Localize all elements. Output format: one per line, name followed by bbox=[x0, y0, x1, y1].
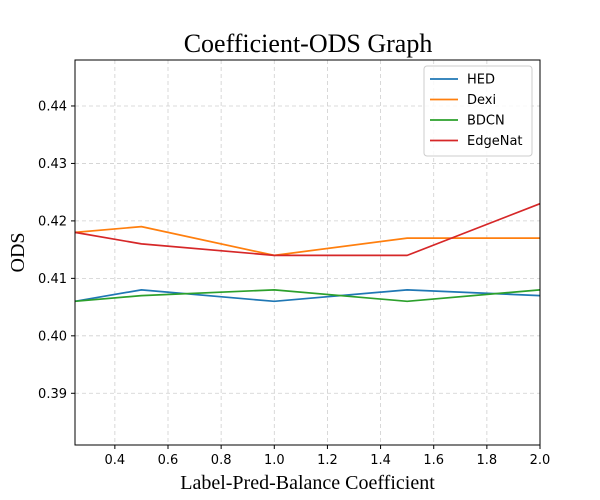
legend-label-bdcn: BDCN bbox=[467, 114, 505, 129]
y-tick-label: 0.41 bbox=[38, 272, 67, 287]
legend: HED Dexi BDCN EdgeNat bbox=[423, 65, 533, 157]
x-tick-label: 1.0 bbox=[264, 453, 285, 468]
plot-area-frame bbox=[74, 59, 541, 446]
x-tick-label: 0.4 bbox=[105, 453, 126, 468]
legend-label-edgenat: EdgeNat bbox=[467, 134, 523, 149]
y-axis-ticks: 0.39 0.40 0.41 0.42 0.43 0.44 bbox=[38, 99, 75, 402]
legend-label-dexi: Dexi bbox=[467, 93, 496, 108]
series-layer bbox=[74, 202, 541, 303]
legend-label-hed: HED bbox=[467, 73, 495, 88]
x-tick-label: 1.8 bbox=[477, 453, 498, 468]
legend-box bbox=[423, 65, 533, 157]
y-tick-label: 0.44 bbox=[38, 99, 67, 114]
series-line-edgenat bbox=[74, 202, 541, 257]
y-tick-label: 0.43 bbox=[38, 157, 67, 172]
y-axis-label: ODS bbox=[7, 232, 29, 272]
x-axis-ticks: 0.4 0.6 0.8 1.0 1.2 1.4 1.6 1.8 2.0 bbox=[105, 445, 551, 468]
y-tick-label: 0.40 bbox=[38, 329, 67, 344]
x-tick-label: 0.6 bbox=[158, 453, 179, 468]
y-tick-label: 0.42 bbox=[38, 214, 67, 229]
series-line-hed bbox=[74, 289, 541, 303]
series-line-bdcn bbox=[74, 289, 541, 303]
x-axis-label: Label-Pred-Balance Coefficient bbox=[180, 472, 435, 494]
x-tick-label: 0.8 bbox=[211, 453, 232, 468]
x-tick-label: 1.6 bbox=[423, 453, 444, 468]
chart-title: Coefficient-ODS Graph bbox=[184, 29, 433, 58]
x-tick-label: 1.2 bbox=[317, 453, 338, 468]
y-tick-label: 0.39 bbox=[38, 387, 67, 402]
x-tick-label: 2.0 bbox=[530, 453, 551, 468]
x-tick-label: 1.4 bbox=[370, 453, 391, 468]
